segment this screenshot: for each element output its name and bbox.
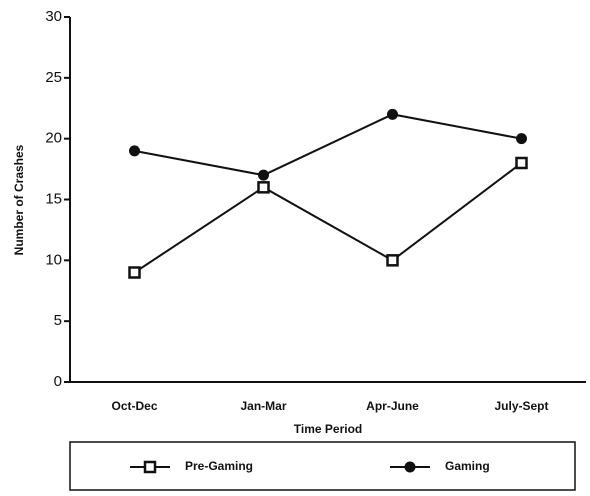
marker [516, 133, 527, 145]
x-tick-label: Oct-Dec [111, 399, 157, 413]
y-axis-label: Number of Crashes [12, 144, 26, 255]
y-tick-label: 30 [45, 8, 62, 25]
x-tick-label: Jan-Mar [240, 399, 286, 413]
marker [515, 156, 528, 170]
marker [404, 461, 416, 473]
y-tick-label: 10 [45, 251, 62, 268]
marker [129, 145, 140, 157]
x-axis-label: Time Period [294, 422, 362, 436]
marker [143, 460, 157, 474]
marker [257, 181, 270, 194]
legend-label: Pre-Gaming [185, 459, 253, 473]
y-tick-label: 20 [45, 130, 62, 147]
legend-label: Gaming [445, 459, 490, 473]
y-tick-label: 15 [45, 190, 62, 207]
marker [387, 108, 398, 120]
marker [386, 254, 399, 267]
series-line [134, 113, 522, 177]
y-tick-label: 0 [54, 373, 62, 390]
series-line [133, 162, 523, 274]
y-tick-label: 25 [45, 69, 62, 86]
x-tick-label: Apr-June [366, 399, 419, 413]
legend-box [69, 441, 576, 491]
marker [258, 169, 269, 181]
x-tick-label: July-Sept [494, 399, 548, 413]
marker [128, 266, 141, 279]
y-tick-label: 5 [54, 312, 62, 329]
